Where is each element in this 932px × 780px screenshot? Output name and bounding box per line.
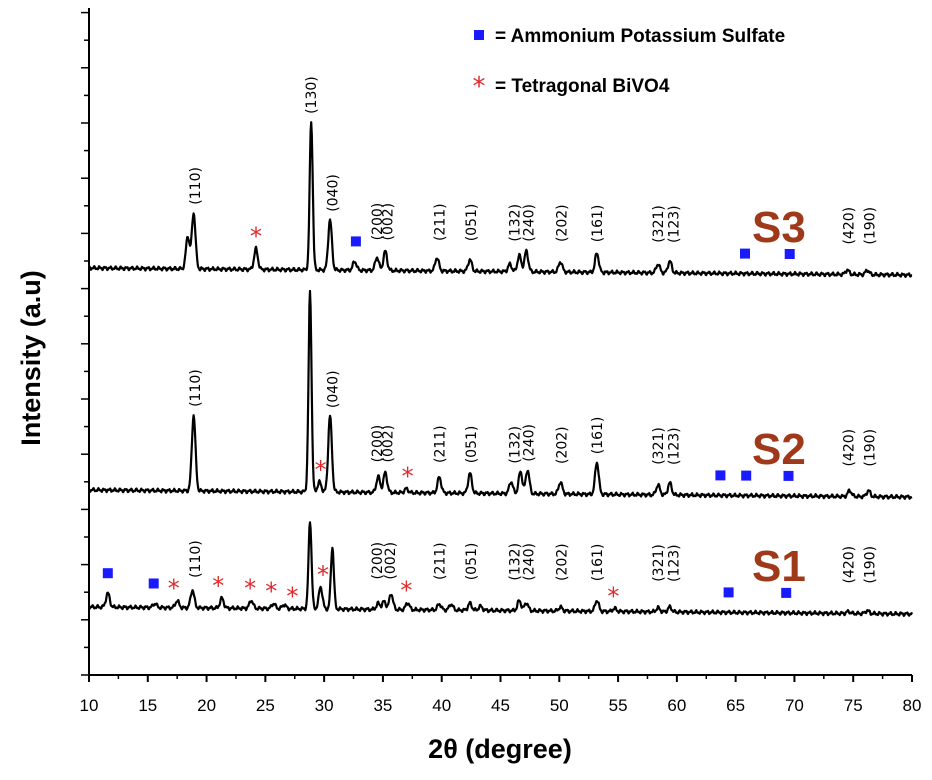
square-marker [102,568,113,579]
hkl-label: (161) [590,544,606,582]
hkl-label: (190) [863,207,879,245]
hkl-label: (110) [188,167,204,205]
square-marker [148,578,159,589]
x-tick-label: 25 [256,696,275,715]
y-axis-title: Intensity (a.u) [16,270,46,446]
x-ticks: 10 15 20 25 30 35 40 45 50 55 60 65 70 75 80 [80,675,922,715]
traces [87,121,914,617]
hkl-label: (110) [188,540,204,578]
trace-s3 [88,121,913,278]
star-marker: * [400,577,412,605]
hkl-label: (132) [508,426,524,464]
x-tick-label: 75 [844,696,863,715]
star-marker: * [286,583,298,611]
hkl-label: (051) [464,426,480,464]
hkl-label: (002) [383,542,399,580]
hkl-label: (211) [432,203,448,241]
square-marker [350,236,361,247]
x-tick-label: 60 [667,696,686,715]
star-marker: * [212,572,224,600]
hkl-label: (110) [188,369,204,407]
star-marker: * [317,561,329,589]
hkl-label: (040) [325,174,341,212]
square-marker [741,470,752,481]
hkl-label: (002) [381,203,397,241]
square-marker [740,248,750,259]
hkl-label: (200) [370,425,386,463]
square-marker [781,587,792,598]
hkl-label: (202) [555,204,571,242]
hkl-label: (200) [370,542,386,580]
x-tick-label: 50 [550,696,569,715]
hkl-label: (132) [508,204,524,242]
hkl-label: (123) [666,544,682,582]
x-tick-label: 10 [80,696,99,715]
legend-label-bivo4: = Tetragonal BiVO4 [495,76,670,97]
hkl-label: (002) [381,425,397,463]
star-marker: * [315,456,327,484]
hkl-label: (240) [522,424,538,462]
x-tick-label: 45 [491,696,510,715]
x-tick-label: 40 [432,696,451,715]
sample-label-s3: S3 [752,203,806,252]
y-ticks [81,11,89,676]
sample-labels: S3 S2 S1 [752,203,806,591]
hkl-label: (190) [863,429,879,467]
hkl-label: (040) [325,370,341,408]
hkl-label: (123) [666,427,682,465]
square-marker [783,470,794,481]
hkl-label: (051) [464,543,480,581]
legend: = Ammonium Potassium Sulfate * = Tetrago… [473,26,786,102]
legend-star-marker: * [473,72,486,102]
hkl-label: (420) [842,207,858,245]
square-marker [784,249,795,259]
hkl-label: (211) [432,542,448,580]
hkl-label: (051) [464,204,480,242]
hkl-label: (200) [370,203,386,241]
hkl-label: (321) [651,205,667,243]
x-tick-label: 55 [609,696,628,715]
star-marker: * [244,574,256,602]
hkl-label: (321) [651,427,667,465]
x-tick-label: 65 [726,696,745,715]
trace-s1 [88,521,914,617]
x-tick-label: 80 [903,696,922,715]
sample-label-s1: S1 [752,542,806,591]
trace-s2 [87,289,913,500]
x-tick-label: 35 [373,696,392,715]
hkl-label: (202) [555,543,571,581]
square-marker [723,587,734,598]
hkl-label: (132) [508,543,524,581]
x-tick-label: 15 [138,696,157,715]
sample-label-s2: S2 [752,425,806,474]
hkl-label: (240) [522,543,538,581]
star-marker: * [250,223,262,251]
legend-label-sulfate: = Ammonium Potassium Sulfate [495,26,785,47]
hkl-label: (161) [590,205,606,243]
hkl-label: (420) [842,546,858,584]
x-axis-title: 2θ (degree) [428,734,572,764]
x-tick-label: 20 [197,696,216,715]
hkl-label: (161) [590,417,606,455]
star-marker: * [168,575,180,603]
hkl-labels: (110)(130)(040)(200)(002) (211) (051) (132)… [188,76,879,583]
hkl-label: (211) [432,425,448,463]
star-marker: * [402,463,414,491]
legend-square-marker [474,30,484,40]
hkl-label: (420) [842,429,858,467]
hkl-label: (130) [304,76,320,114]
hkl-label: (240) [522,204,538,242]
hkl-label: (321) [651,544,667,582]
star-marker: * [607,583,619,611]
hkl-label: (190) [863,546,879,584]
star-marker: * [265,578,277,606]
hkl-label: (202) [555,426,571,464]
x-tick-label: 70 [785,696,804,715]
x-tick-label: 30 [315,696,334,715]
square-marker [715,470,726,481]
markers: * * * * * * * * * * * [102,223,795,611]
hkl-label: (123) [666,205,682,243]
